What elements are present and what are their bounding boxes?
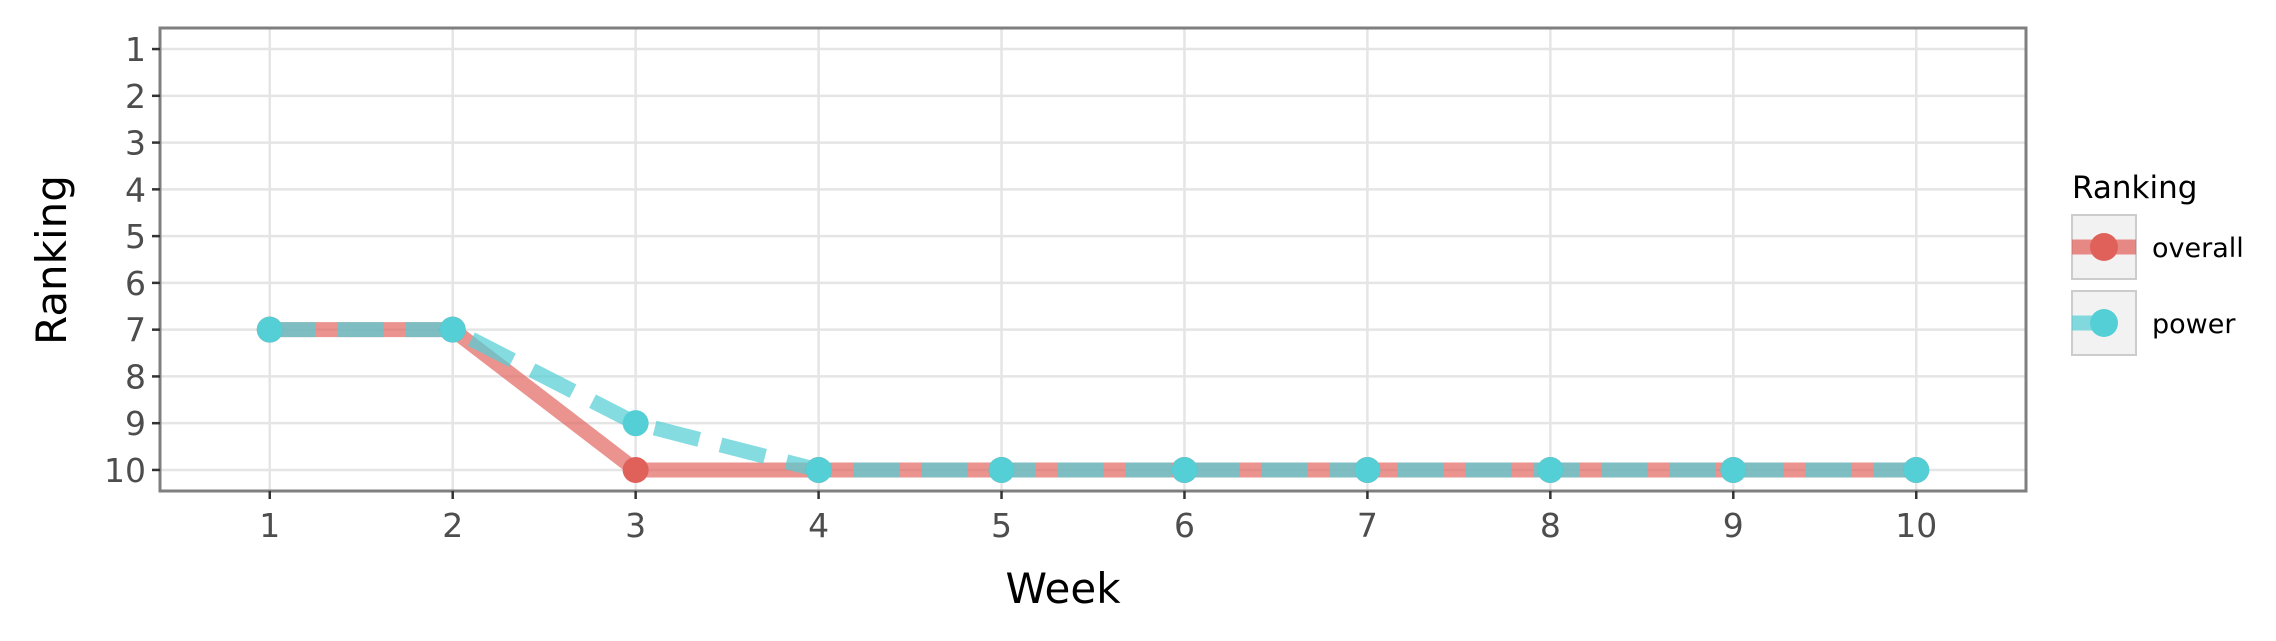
data-point-power <box>805 456 832 483</box>
plot-panel-border <box>158 26 2028 493</box>
legend: Ranking overall power <box>2071 170 2244 356</box>
legend-key-marker <box>2090 309 2118 337</box>
x-tick-label: 9 <box>1723 506 1744 545</box>
data-point-power <box>1537 456 1564 483</box>
data-point-overall <box>622 456 649 483</box>
x-tick-label: 10 <box>1895 506 1937 545</box>
data-point-power <box>1171 456 1198 483</box>
x-axis-title: Week <box>1005 564 1121 613</box>
y-tick-label: 2 <box>125 77 146 116</box>
y-tick-label: 7 <box>125 311 146 350</box>
legend-label-overall: overall <box>2152 233 2244 264</box>
y-axis: 1 2 3 4 5 6 7 8 9 10 <box>104 30 160 490</box>
data-points <box>256 316 1930 483</box>
y-tick-label: 8 <box>125 357 146 396</box>
y-tick-label: 6 <box>125 264 146 303</box>
y-tick-label: 9 <box>125 404 146 443</box>
data-point-power <box>1720 456 1747 483</box>
y-tick-label: 10 <box>104 451 146 490</box>
x-tick-label: 6 <box>1174 506 1195 545</box>
plot-panel-background <box>160 28 2026 491</box>
x-tick-label: 1 <box>259 506 280 545</box>
y-tick-label: 1 <box>125 30 146 69</box>
x-tick-label: 3 <box>625 506 646 545</box>
data-point-power <box>622 410 649 437</box>
y-tick-label: 4 <box>125 170 146 209</box>
x-tick-label: 4 <box>808 506 829 545</box>
x-tick-label: 5 <box>991 506 1012 545</box>
grid-lines <box>160 28 2026 491</box>
y-tick-label: 3 <box>125 124 146 163</box>
legend-title: Ranking <box>2072 170 2197 206</box>
x-axis: 1 2 3 4 5 6 7 8 9 10 <box>259 491 1937 545</box>
y-axis-title: Ranking <box>27 175 76 345</box>
x-tick-label: 7 <box>1357 506 1378 545</box>
y-tick-label: 5 <box>125 217 146 256</box>
data-point-power <box>1903 456 1930 483</box>
series-lines <box>269 322 1917 478</box>
x-tick-label: 8 <box>1540 506 1561 545</box>
data-point-power <box>256 316 283 343</box>
data-point-power <box>988 456 1015 483</box>
data-point-power <box>439 316 466 343</box>
series-line-power <box>269 322 1917 478</box>
legend-label-power: power <box>2152 309 2236 340</box>
legend-key-marker <box>2090 233 2118 261</box>
x-tick-label: 2 <box>442 506 463 545</box>
data-point-power <box>1354 456 1381 483</box>
